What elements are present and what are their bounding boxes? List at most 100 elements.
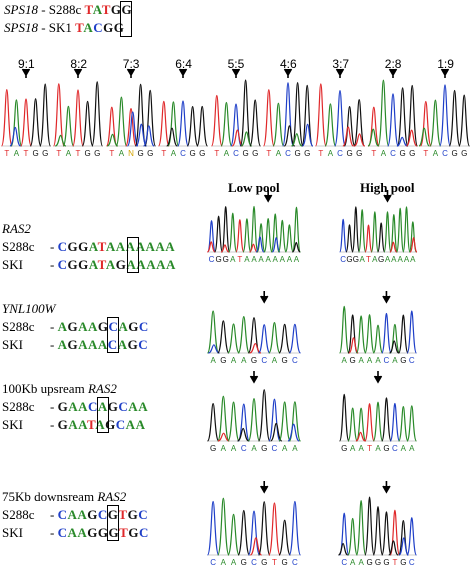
snp-arrow bbox=[382, 291, 391, 304]
sequence: GAACAGCAA bbox=[58, 399, 148, 414]
trace-base-call: A bbox=[251, 255, 257, 264]
trace-base-call: C bbox=[392, 444, 398, 453]
trace-peak bbox=[381, 397, 392, 442]
base-letter: C bbox=[115, 417, 126, 432]
strain-label: S288c bbox=[2, 399, 35, 414]
trace-peak bbox=[344, 106, 356, 147]
trace-peak bbox=[20, 98, 32, 147]
trace-peak bbox=[288, 500, 302, 556]
trace-base-call: A bbox=[350, 444, 356, 453]
trace-peak bbox=[448, 89, 461, 147]
trace-base-call: G bbox=[137, 149, 143, 158]
trace-base-call: G bbox=[261, 444, 267, 453]
trace-base-call: G bbox=[400, 356, 406, 365]
trace-peak bbox=[272, 102, 285, 147]
strain-label: SKI bbox=[2, 525, 23, 540]
trace-peak bbox=[217, 395, 230, 442]
trace-peak bbox=[115, 96, 128, 147]
trace-base-call: C bbox=[390, 149, 396, 158]
base-letter: A bbox=[105, 257, 116, 272]
base-letter: C bbox=[97, 507, 108, 522]
base-letter: G bbox=[128, 319, 139, 334]
base-letter: A bbox=[78, 337, 88, 352]
trace-base-call: G bbox=[94, 149, 100, 158]
trace-peak bbox=[338, 393, 350, 442]
base-letter: A bbox=[156, 257, 166, 272]
trace-base-call: A bbox=[282, 444, 288, 453]
trace-base-call: T bbox=[24, 149, 29, 158]
snp-arrow bbox=[21, 68, 31, 78]
trace-base-call: G bbox=[42, 149, 48, 158]
base-letter: A bbox=[78, 417, 88, 432]
trace-base-call: A bbox=[272, 356, 278, 365]
trace-peak bbox=[370, 211, 379, 253]
trace-base-call: T bbox=[272, 558, 277, 567]
base-letter: C bbox=[57, 239, 68, 254]
snp-arrow bbox=[336, 68, 345, 78]
trace-base-call: G bbox=[452, 149, 458, 158]
base-letter: T bbox=[97, 239, 106, 254]
trace-peak bbox=[206, 310, 220, 354]
base-letter: T bbox=[97, 257, 106, 272]
trace-base-call: A bbox=[342, 356, 348, 365]
trace-peak bbox=[227, 513, 240, 556]
base-letter: G bbox=[57, 399, 69, 414]
strain-label: SKI bbox=[2, 257, 23, 272]
snp-arrow bbox=[263, 190, 273, 203]
base-letter: C bbox=[57, 257, 68, 272]
trace-base-call: C bbox=[409, 558, 415, 567]
trace-base-call: C bbox=[338, 149, 344, 158]
base-letter: C bbox=[138, 507, 149, 522]
trace-peak bbox=[134, 83, 147, 147]
trace-base-call: A bbox=[14, 149, 20, 158]
snp-arrow bbox=[283, 80, 293, 100]
trace-peak bbox=[355, 500, 367, 556]
trace-peak bbox=[196, 105, 209, 147]
sequence: CAAGGGTGC bbox=[58, 525, 149, 540]
gene-label: SPS18 bbox=[4, 2, 38, 17]
trace-peak bbox=[278, 323, 291, 354]
snp-arrow bbox=[440, 68, 450, 78]
trace-peak bbox=[364, 224, 373, 253]
base-letter: A bbox=[145, 239, 156, 254]
s288c-row: S288c - GAACAGCAA bbox=[2, 399, 149, 414]
trace-base-call: T bbox=[366, 255, 371, 264]
trace-peak bbox=[258, 501, 271, 556]
trace-base-call: G bbox=[294, 149, 300, 158]
trace-base-call: G bbox=[375, 558, 381, 567]
base-letter: A bbox=[155, 239, 166, 254]
trace-peak bbox=[377, 222, 386, 253]
snp-box bbox=[96, 397, 109, 433]
snp-arrow bbox=[178, 68, 188, 78]
trace-peak bbox=[398, 314, 409, 354]
base-letter: A bbox=[83, 20, 94, 35]
trace-peak bbox=[338, 305, 350, 354]
trace-peak bbox=[367, 106, 380, 147]
locus-name-gene: RAS2 bbox=[87, 381, 117, 396]
trace-base-call: A bbox=[287, 255, 293, 264]
trace-base-call: A bbox=[391, 255, 397, 264]
trace-base-call: G bbox=[190, 149, 196, 158]
trace-base-call: A bbox=[231, 558, 237, 567]
trace-peak bbox=[268, 398, 281, 442]
trace-base-call: G bbox=[383, 558, 389, 567]
trace-base-call: T bbox=[319, 149, 324, 158]
trace-peak bbox=[268, 322, 281, 354]
trace-peak bbox=[398, 405, 409, 442]
trace-base-call: G bbox=[461, 149, 467, 158]
snp-arrow bbox=[126, 68, 135, 78]
trace-peak bbox=[91, 81, 104, 147]
trace-base-call: T bbox=[76, 149, 81, 158]
trace-base-call: A bbox=[221, 558, 227, 567]
trace-peak bbox=[334, 89, 347, 147]
trace-peak bbox=[339, 218, 348, 253]
trace-peak bbox=[348, 337, 359, 354]
base-letter: A bbox=[135, 239, 146, 254]
trace-base-call: A bbox=[251, 444, 257, 453]
trace-base-call: A bbox=[358, 356, 364, 365]
trace-peak bbox=[228, 212, 238, 253]
